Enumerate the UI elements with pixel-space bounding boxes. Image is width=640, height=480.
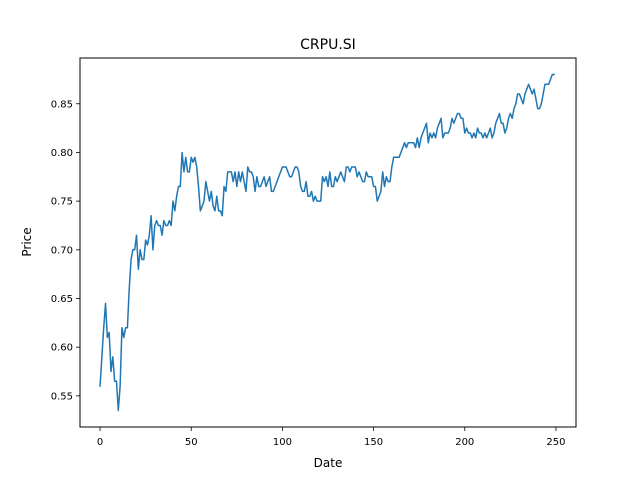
x-tick-label: 200 — [455, 437, 474, 448]
x-tick-label: 250 — [546, 437, 565, 448]
series-line-0 — [99, 73, 555, 412]
x-axis-ticks: 0 50 100 150 200 250 — [97, 427, 565, 448]
series-layer — [99, 73, 555, 412]
y-tick-label: 0.85 — [51, 99, 73, 110]
x-tick-label: 100 — [273, 437, 292, 448]
y-tick-label: 0.80 — [51, 148, 73, 159]
y-tick-label: 0.65 — [51, 294, 73, 305]
y-axis-label: Price — [20, 227, 34, 256]
chart-title: CRPU.SI — [300, 37, 356, 53]
x-tick-label: 50 — [185, 437, 198, 448]
x-tick-label: 0 — [97, 437, 103, 448]
y-tick-label: 0.70 — [51, 245, 73, 256]
x-axis-label: Date — [314, 456, 343, 470]
y-tick-label: 0.55 — [51, 391, 73, 402]
y-tick-label: 0.60 — [51, 343, 73, 354]
x-tick-label: 150 — [364, 437, 383, 448]
y-axis-ticks: 0.55 0.60 0.65 0.70 0.75 0.80 0.85 — [51, 99, 80, 402]
plot-frame — [79, 57, 577, 428]
y-tick-label: 0.75 — [51, 197, 73, 208]
plot-area — [80, 58, 576, 427]
